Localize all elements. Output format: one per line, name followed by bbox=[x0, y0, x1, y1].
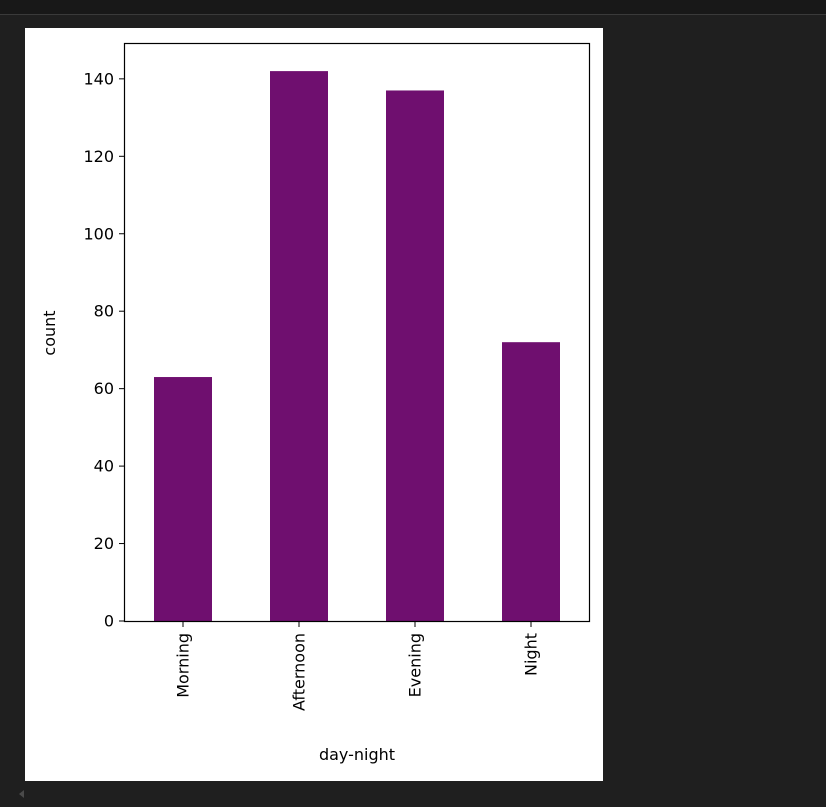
scroll-left-arrow-icon[interactable] bbox=[19, 790, 24, 798]
y-tick-label: 120 bbox=[83, 147, 114, 166]
x-tick-label: Evening bbox=[406, 633, 425, 697]
x-axis-title: day-night bbox=[319, 745, 395, 764]
bar-afternoon bbox=[270, 71, 328, 622]
y-axis-title: count bbox=[40, 310, 59, 355]
y-tick-label: 40 bbox=[94, 457, 114, 476]
bars-layer bbox=[154, 71, 560, 622]
y-tick-label: 100 bbox=[83, 224, 114, 243]
y-tick-label: 60 bbox=[94, 379, 114, 398]
plot-area-frame bbox=[123, 42, 591, 623]
top-toolbar-strip bbox=[0, 0, 826, 15]
y-axis-ticks: 0 20 40 60 80 100 120 140 bbox=[83, 69, 125, 631]
y-tick-label: 20 bbox=[94, 534, 114, 553]
chart-figure: 0 20 40 60 80 100 120 140 Morning Afternoon Eveni… bbox=[25, 28, 603, 781]
bar-night bbox=[502, 342, 560, 621]
bar-morning bbox=[154, 377, 212, 621]
y-tick-label: 140 bbox=[83, 69, 114, 88]
x-tick-label: Afternoon bbox=[290, 633, 309, 711]
y-tick-label: 80 bbox=[94, 302, 114, 321]
bar-evening bbox=[386, 90, 444, 622]
x-axis-ticks: Morning Afternoon Evening Night bbox=[174, 621, 541, 711]
y-tick-label: 0 bbox=[104, 612, 114, 631]
x-tick-label: Night bbox=[522, 633, 541, 676]
bar-chart: 0 20 40 60 80 100 120 140 Morning Afternoon Eveni… bbox=[40, 42, 591, 764]
x-tick-label: Morning bbox=[174, 633, 193, 698]
